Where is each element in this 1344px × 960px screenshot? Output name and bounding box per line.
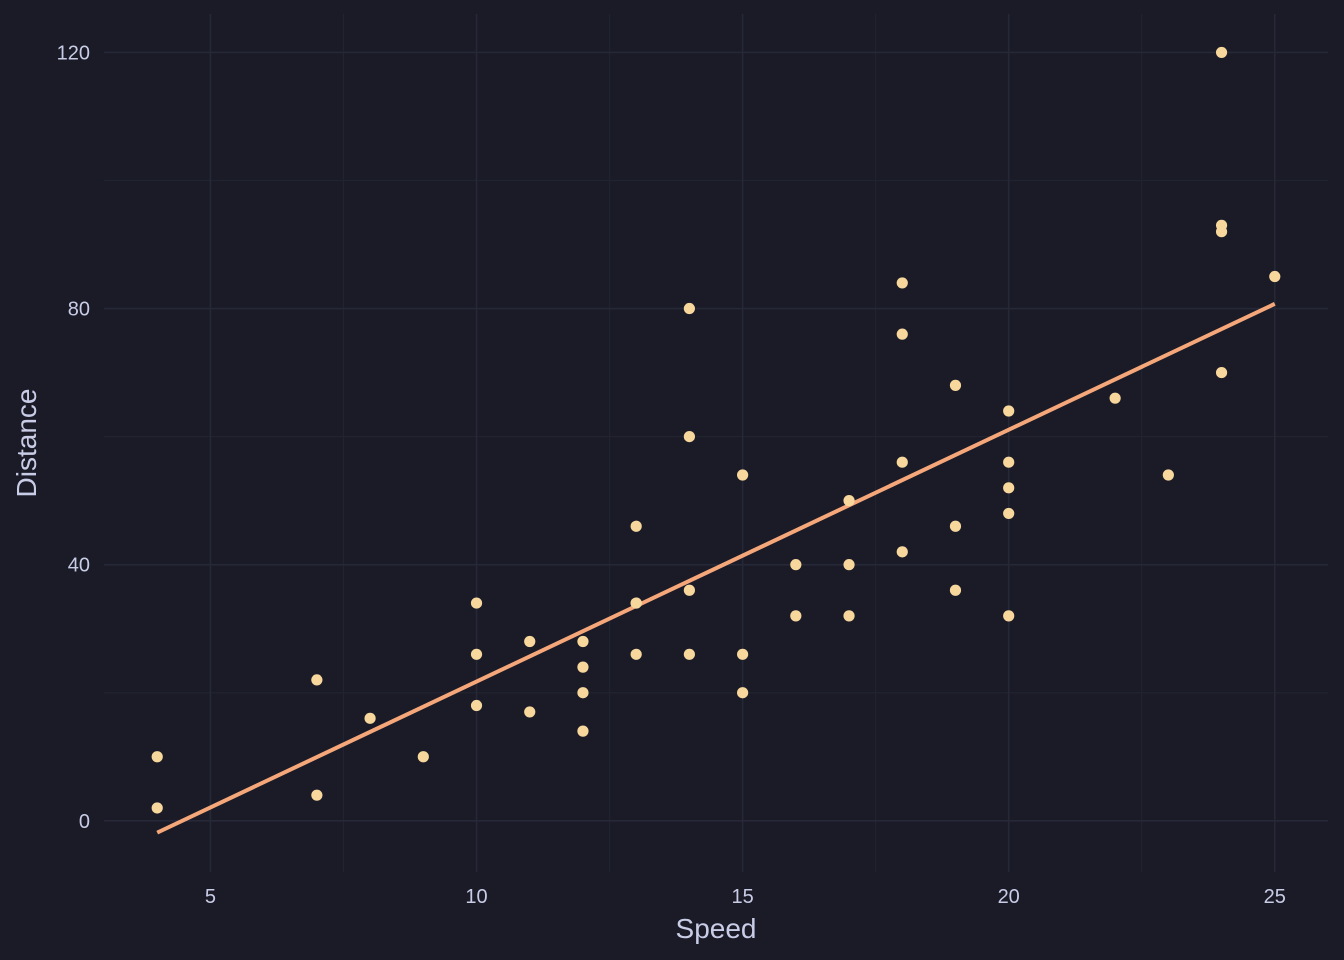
data-point: [896, 546, 908, 558]
data-point: [683, 584, 695, 596]
data-point: [470, 699, 483, 712]
data-point: [683, 430, 695, 443]
data-point: [1215, 46, 1228, 59]
data-points: [151, 46, 1281, 814]
data-point: [364, 712, 376, 724]
data-point: [577, 687, 589, 699]
x-tick-label: 5: [205, 886, 216, 908]
data-point: [470, 597, 483, 609]
data-point: [630, 648, 642, 660]
x-tick-label: 25: [1264, 886, 1286, 908]
data-point: [577, 661, 589, 673]
data-point: [843, 559, 855, 571]
data-point: [949, 584, 962, 596]
x-tick-label: 15: [731, 886, 753, 908]
data-point: [896, 328, 908, 340]
trend-line: [156, 302, 1276, 835]
data-point: [1109, 392, 1121, 404]
data-point: [1003, 405, 1015, 417]
x-axis-ticks: 5 10 15 20 25: [205, 886, 1286, 908]
data-point: [524, 706, 536, 718]
data-point: [417, 751, 429, 763]
data-point: [1003, 482, 1015, 494]
data-point: [1215, 366, 1228, 379]
data-point: [1269, 270, 1281, 283]
data-point: [1003, 456, 1015, 468]
data-point: [949, 379, 962, 391]
data-point: [151, 751, 163, 763]
data-point: [630, 520, 642, 532]
data-point: [577, 635, 589, 648]
data-point: [1162, 469, 1174, 481]
data-point: [683, 648, 695, 660]
y-axis-ticks: 0 40 80 120: [57, 42, 90, 832]
data-point: [896, 456, 908, 468]
grid: [104, 14, 1328, 872]
data-point: [577, 725, 589, 737]
y-tick-label: 80: [68, 299, 90, 321]
data-point: [1003, 507, 1015, 520]
y-axis-title: Distance: [11, 389, 42, 498]
x-tick-label: 20: [998, 886, 1020, 908]
data-point: [790, 559, 802, 571]
trend-line-group: [156, 302, 1276, 835]
data-point: [311, 789, 323, 801]
data-point: [843, 610, 855, 622]
data-point: [896, 277, 908, 289]
y-tick-label: 0: [79, 811, 90, 833]
data-point: [470, 648, 483, 660]
data-point: [683, 302, 695, 315]
data-point: [1003, 610, 1015, 622]
data-point: [524, 635, 536, 648]
data-point: [737, 687, 749, 699]
data-point: [790, 610, 802, 622]
x-tick-label: 10: [465, 886, 487, 908]
data-point: [949, 520, 962, 532]
data-point: [843, 495, 855, 507]
data-point: [1215, 219, 1228, 231]
data-point: [737, 648, 749, 660]
data-point: [311, 674, 323, 686]
y-tick-label: 120: [57, 42, 90, 64]
data-point: [151, 802, 163, 814]
data-point: [737, 469, 749, 481]
x-axis-title: Speed: [676, 913, 757, 944]
y-tick-label: 40: [68, 555, 90, 577]
data-point: [630, 597, 642, 609]
